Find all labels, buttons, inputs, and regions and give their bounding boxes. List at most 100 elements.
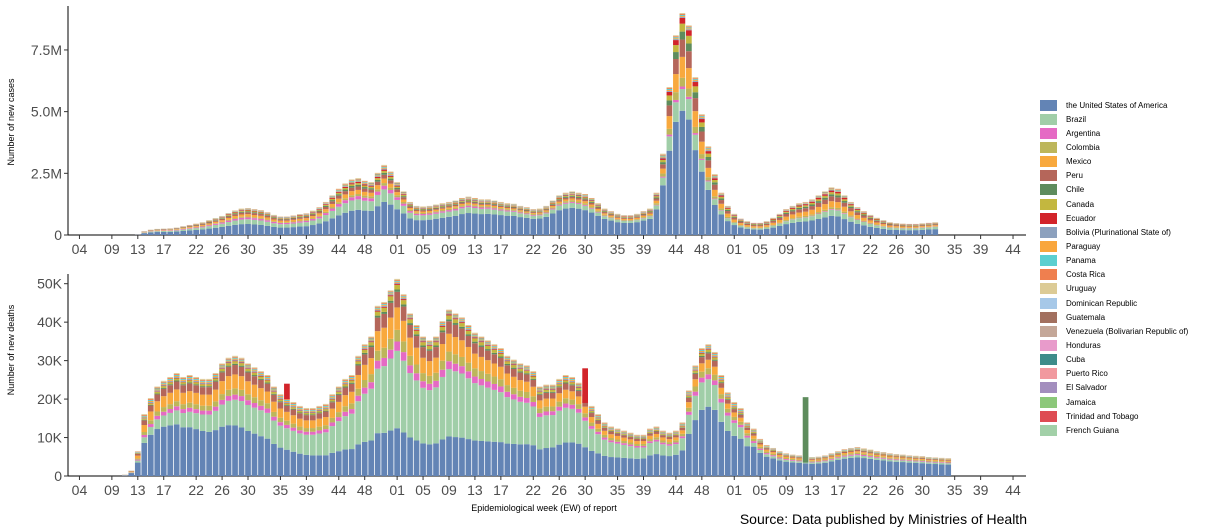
- cases-bar-segment: [828, 194, 835, 197]
- deaths-bar-segment: [297, 410, 303, 413]
- deaths-bar-segment: [789, 462, 796, 476]
- cases-bar-segment: [679, 86, 686, 90]
- deaths-bar-segment: [186, 379, 193, 381]
- cases-bar-segment: [861, 215, 867, 218]
- deaths-bar-segment: [413, 330, 420, 335]
- cases-bar-cap: [562, 193, 569, 195]
- deaths-bar-cap: [413, 328, 420, 330]
- deaths-bar-segment: [575, 396, 582, 405]
- deaths-bar-cap: [575, 386, 582, 388]
- deaths-bar-segment: [193, 413, 200, 430]
- deaths-bar-segment: [167, 425, 174, 476]
- deaths-bar-segment: [705, 359, 712, 369]
- deaths-bar-cap: [523, 369, 530, 371]
- cases-bar: [160, 228, 167, 235]
- cases-bar-segment: [232, 214, 238, 216]
- deaths-bar-segment: [322, 410, 329, 412]
- deaths-bar-segment: [303, 414, 310, 416]
- deaths-bar-segment: [757, 441, 764, 443]
- deaths-bar-cap: [147, 398, 154, 400]
- deaths-bar-cap: [692, 365, 699, 367]
- deaths-bar-segment: [407, 437, 413, 476]
- cases-bar-segment: [400, 199, 407, 202]
- deaths-bar-segment: [536, 413, 543, 417]
- deaths-bar-segment: [368, 440, 375, 476]
- cases-bar-segment: [575, 197, 582, 198]
- deaths-bar-segment: [154, 394, 161, 402]
- deaths-bar-segment: [452, 323, 459, 325]
- cases-bar-cap: [711, 174, 718, 175]
- cases-bar-segment: [491, 203, 498, 205]
- deaths-bar-segment: [134, 459, 141, 461]
- deaths-x-tick-label: 30: [577, 482, 593, 498]
- deaths-bar-cap: [634, 435, 640, 437]
- cases-bar-segment: [478, 202, 485, 203]
- cases-bar-segment: [608, 220, 614, 235]
- cases-bar-cap: [556, 196, 563, 198]
- deaths-bar-segment: [750, 438, 757, 442]
- deaths-bar-segment: [815, 462, 822, 464]
- deaths-bar: [491, 344, 498, 476]
- deaths-bar-segment: [387, 302, 394, 318]
- deaths-bar-cap: [627, 432, 634, 434]
- cases-bar-segment: [673, 45, 679, 53]
- deaths-bar-segment: [147, 403, 154, 405]
- deaths-bar-segment: [757, 450, 764, 453]
- cases-bar-segment: [679, 77, 686, 87]
- cases-bar-segment: [698, 141, 705, 155]
- deaths-bar-cap: [472, 336, 478, 338]
- deaths-bar-cap: [173, 375, 180, 377]
- cases-bar-segment: [368, 196, 375, 199]
- deaths-bar-cap: [588, 409, 595, 411]
- deaths-bar-segment: [374, 433, 381, 476]
- cases-bar-segment: [335, 194, 342, 196]
- deaths-bar-cap: [446, 310, 452, 312]
- deaths-bar: [737, 407, 744, 476]
- deaths-bar-cap: [329, 397, 336, 399]
- deaths-bar-segment: [906, 462, 913, 476]
- cases-bar-segment: [582, 197, 588, 199]
- deaths-bar-segment: [498, 366, 504, 380]
- cases-bar-cap: [582, 194, 588, 195]
- cases-bar-segment: [588, 206, 595, 208]
- cases-bar-cap: [705, 148, 712, 150]
- deaths-bar-cap: [329, 396, 336, 398]
- deaths-bar-segment: [660, 444, 666, 456]
- cases-bar-segment: [342, 198, 349, 201]
- deaths-bar-segment: [763, 451, 770, 454]
- deaths-bar-cap: [621, 431, 627, 433]
- cases-bar-segment: [880, 228, 887, 235]
- cases-bar: [536, 208, 543, 235]
- deaths-bar-segment: [264, 383, 271, 392]
- cases-bar-segment: [258, 215, 264, 218]
- deaths-bar-cap: [258, 371, 264, 373]
- cases-bar-segment: [297, 215, 303, 217]
- deaths-bar-segment: [549, 411, 556, 416]
- deaths-bar-cap: [459, 318, 465, 320]
- cases-bar-segment: [621, 221, 627, 223]
- deaths-bar-segment: [595, 419, 601, 421]
- deaths-bar: [297, 405, 303, 476]
- deaths-bar-cap: [588, 405, 595, 407]
- deaths-bar-segment: [919, 461, 926, 464]
- deaths-bar-segment: [465, 371, 472, 379]
- deaths-bar-segment: [763, 447, 770, 448]
- deaths-bar-segment: [919, 458, 926, 460]
- cases-bar-segment: [374, 178, 381, 180]
- cases-bar-segment: [517, 212, 524, 214]
- deaths-bar-segment: [238, 363, 245, 366]
- deaths-bar-cap: [219, 363, 225, 365]
- cases-bar-segment: [517, 211, 524, 213]
- cases-bar-segment: [770, 220, 777, 222]
- cases-bar-segment: [186, 227, 193, 228]
- legend-swatch: [1040, 198, 1057, 210]
- deaths-bar-segment: [660, 455, 666, 476]
- cases-bar-segment: [640, 213, 647, 215]
- legend-swatch: [1040, 226, 1057, 238]
- deaths-bar-cap: [536, 389, 543, 391]
- deaths-bar: [277, 394, 284, 476]
- deaths-bar-segment: [329, 401, 336, 403]
- deaths-bar-segment: [245, 368, 251, 372]
- deaths-bar-cap: [504, 358, 511, 360]
- cases-bar-segment: [504, 207, 511, 209]
